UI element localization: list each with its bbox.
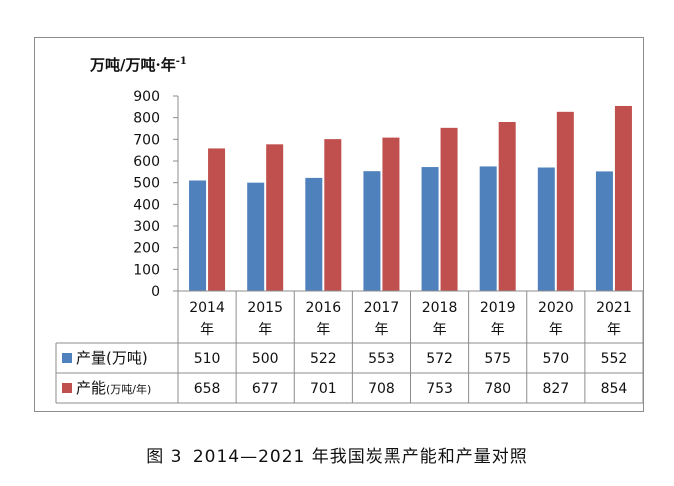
y-tick-label: 100 — [133, 262, 160, 278]
y-tick-label: 200 — [133, 241, 160, 257]
data-label-capacity: 827 — [542, 381, 569, 397]
legend-swatch-capacity — [62, 383, 72, 393]
bar-production-2020 — [537, 167, 555, 291]
legend-series-name: 产量 — [76, 349, 106, 367]
data-label-capacity: 701 — [310, 381, 337, 397]
data-label-production: 522 — [310, 351, 337, 367]
legend-series-unit: (万吨) — [106, 349, 148, 367]
bar-production-2019 — [479, 166, 497, 291]
x-tick-label-unit: 年 — [316, 322, 330, 338]
data-label-capacity: 677 — [252, 381, 279, 397]
data-label-production: 575 — [484, 351, 511, 367]
legend-series-unit: (万吨/年) — [106, 382, 151, 396]
bar-production-2021 — [595, 171, 613, 291]
x-tick-label-unit: 年 — [258, 322, 272, 338]
x-tick-label-unit: 年 — [433, 322, 447, 338]
x-tick-label-unit: 年 — [200, 322, 214, 338]
y-tick-label: 300 — [133, 219, 160, 235]
y-tick-label: 800 — [133, 111, 160, 127]
bar-capacity-2015 — [266, 144, 284, 291]
x-tick-label-year: 2018 — [422, 300, 458, 316]
bar-production-2017 — [363, 171, 381, 291]
bar-capacity-2020 — [556, 111, 574, 291]
data-label-capacity: 854 — [601, 381, 628, 397]
bar-production-2015 — [247, 182, 265, 291]
y-tick-label: 900 — [133, 89, 160, 105]
data-label-capacity: 708 — [368, 381, 395, 397]
x-tick-label-year: 2019 — [480, 300, 516, 316]
y-tick-label: 400 — [133, 197, 160, 213]
data-label-production: 572 — [426, 351, 453, 367]
y-axis-unit-label: 万吨/万吨·年-1 — [90, 54, 187, 75]
data-label-production: 510 — [194, 351, 221, 367]
y-tick-label: 600 — [133, 154, 160, 170]
figure-caption: 图 3 2014—2021 年我国炭黑产能和产量对照 — [0, 442, 674, 467]
x-tick-label-unit: 年 — [549, 322, 563, 338]
legend-label-production: 产量(万吨) — [76, 349, 148, 367]
y-tick-label: 0 — [151, 284, 160, 300]
x-tick-label-year: 2021 — [596, 300, 632, 316]
data-label-production: 553 — [368, 351, 395, 367]
data-label-capacity: 658 — [194, 381, 221, 397]
data-label-production: 500 — [252, 351, 279, 367]
y-tick-label: 500 — [133, 176, 160, 192]
axes: 0 100 200 300 400 500 600 700 800 900 — [133, 89, 179, 300]
bar-capacity-2016 — [324, 139, 342, 291]
legend-swatch-production — [62, 353, 72, 363]
y-tick-label: 700 — [133, 132, 160, 148]
x-tick-label-unit: 年 — [607, 322, 621, 338]
bar-capacity-2014 — [208, 148, 226, 291]
figure-title: 2014—2021 年我国炭黑产能和产量对照 — [192, 447, 528, 467]
x-tick-label-year: 2015 — [247, 300, 283, 316]
bar-capacity-2018 — [440, 127, 458, 291]
y-axis-unit-exponent: -1 — [175, 56, 187, 67]
x-tick-label-year: 2017 — [364, 300, 400, 316]
bar-capacity-2017 — [382, 137, 400, 291]
x-tick-label-year: 2020 — [538, 300, 574, 316]
data-table: 2014 年 2015 年 2016 年 2017 年 2018 年 2019 年 2020 年 2021 年… — [55, 290, 644, 404]
legend-label-capacity: 产能(万吨/年) — [76, 379, 151, 397]
bar-production-2016 — [305, 177, 323, 291]
bar-production-2018 — [421, 167, 439, 291]
data-label-production: 552 — [601, 351, 628, 367]
chart-frame — [34, 37, 644, 412]
bar-capacity-2019 — [498, 122, 516, 291]
y-axis-unit-text: 万吨/万吨·年-1 — [90, 56, 187, 74]
bars — [189, 105, 632, 291]
data-label-capacity: 753 — [426, 381, 453, 397]
bar-capacity-2021 — [614, 105, 632, 291]
figure-number: 图 3 — [146, 447, 183, 467]
x-tick-label-unit: 年 — [374, 322, 388, 338]
bar-production-2014 — [189, 180, 207, 291]
x-tick-label-year: 2016 — [305, 300, 341, 316]
x-tick-label-unit: 年 — [491, 322, 505, 338]
data-label-production: 570 — [542, 351, 569, 367]
x-tick-label-year: 2014 — [189, 300, 225, 316]
legend-series-name: 产能 — [76, 379, 106, 397]
data-label-capacity: 780 — [484, 381, 511, 397]
